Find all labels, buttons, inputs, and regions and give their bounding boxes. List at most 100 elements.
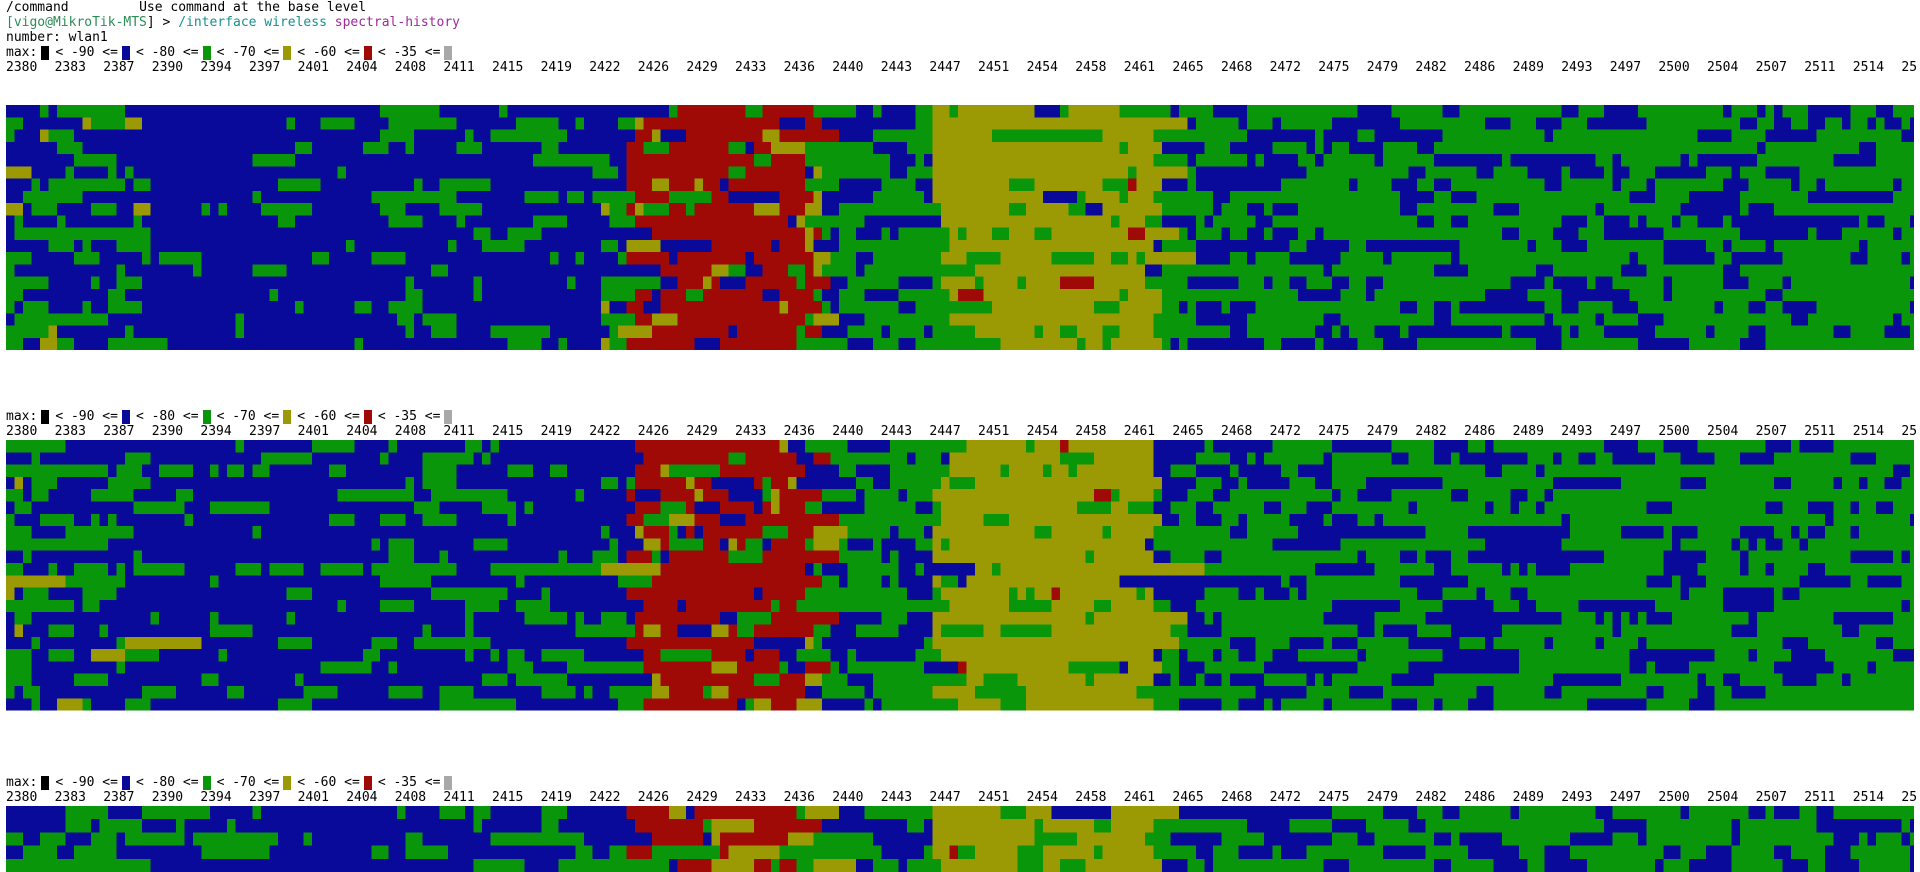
heatmap-cell-run [1757, 105, 1766, 118]
heatmap-cell-run [694, 203, 754, 216]
heatmap-cell-run [703, 538, 720, 552]
heatmap-cell-run [873, 129, 933, 143]
heatmap-cell-run [1595, 276, 1613, 290]
heatmap-cell-run [40, 337, 57, 350]
heatmap-cell-run [1017, 673, 1086, 687]
heatmap-cell-run [1765, 129, 1817, 143]
heatmap-cell-run [507, 227, 542, 241]
heatmap-cell-run [363, 337, 508, 350]
heatmap-cell-run [1068, 464, 1077, 478]
heatmap-cell-run [1638, 337, 1689, 350]
heatmap-cell-run [609, 301, 627, 314]
heatmap-cell-run [1349, 858, 1434, 872]
heatmap-cell-run [941, 276, 975, 290]
heatmap-cell-run [1612, 624, 1621, 638]
heatmap-cell-run [1561, 215, 1587, 228]
heatmap-cell-run [1272, 203, 1298, 216]
heatmap-cell-run [473, 649, 491, 662]
heatmap-cell-run [278, 636, 312, 650]
heatmap-cell-run [414, 636, 491, 650]
heatmap-cell-run [1884, 476, 1902, 490]
heatmap-cell-run [1077, 337, 1086, 350]
heatmap-cell-run [1825, 178, 1893, 192]
heatmap-cell-run [14, 612, 32, 625]
heatmap-cell-run [898, 489, 907, 502]
heatmap-cell-run [1230, 526, 1247, 539]
heatmap-cell-run [728, 550, 763, 564]
heatmap-cell-run [873, 141, 907, 155]
heatmap-cell-run [864, 313, 950, 326]
heatmap-cell-run [1604, 612, 1613, 625]
heatmap-cell-run [881, 538, 916, 552]
heatmap-cell-run [1434, 264, 1468, 277]
heatmap-cell-run [686, 501, 695, 515]
heatmap-cell-run [1119, 575, 1281, 589]
heatmap-cell-run [1706, 325, 1715, 339]
heatmap-cell-run [1017, 845, 1043, 860]
heatmap-cell-run [31, 178, 40, 192]
heatmap-cell-run [805, 276, 831, 290]
heatmap-cell-run [448, 264, 661, 277]
heatmap-cell-run [779, 649, 797, 662]
heatmap-cell-run [1502, 624, 1613, 638]
heatmap-cell-run [159, 252, 202, 265]
heatmap-cell-run [558, 252, 576, 265]
heatmap-cell-run [1170, 832, 1222, 847]
heatmap-cell-run [873, 252, 941, 265]
heatmap-cell-run [932, 178, 1009, 192]
heatmap-cell-run [1323, 452, 1332, 466]
heatmap-cell-run [1451, 563, 1502, 576]
heatmap-cell-run [1323, 698, 1332, 711]
heatmap-cell-run [1400, 190, 1434, 204]
frequency-tick-label: 2511 [1804, 424, 1836, 439]
prompt-line[interactable]: [vigo@MikroTik-MTS] > /interface wireles… [6, 15, 460, 31]
heatmap-cell-run [1170, 337, 1179, 350]
heatmap-cell-run [1493, 698, 1587, 711]
heatmap-cell-run [1357, 129, 1375, 143]
heatmap-cell-run [1850, 452, 1876, 466]
heatmap-cell-run [1595, 636, 1604, 650]
heatmap-cell-run [601, 313, 635, 326]
heatmap-cell-run [1026, 686, 1137, 699]
heatmap-cell-run [1102, 337, 1111, 350]
heatmap-cell-run [813, 636, 822, 650]
heatmap-cell-run [1170, 550, 1205, 564]
frequency-axis: 2380 2383 2387 2390 2394 2397 2401 2404 2408 2411… [0, 60, 1920, 76]
heatmap-cell-run [465, 215, 533, 228]
heatmap-cell-run [720, 337, 797, 350]
heatmap-cell-run [711, 686, 729, 699]
heatmap-cell-run [184, 563, 236, 576]
heatmap-cell-run [1383, 154, 1434, 167]
heatmap-cell-run [507, 489, 576, 502]
heatmap-cell-run [150, 252, 159, 265]
heatmap-cell-run [839, 464, 856, 478]
heatmap-cell-run [907, 858, 941, 872]
heatmap-cell-run [1196, 239, 1290, 253]
frequency-tick-label: 2497 [1609, 790, 1642, 805]
frequency-tick-label: 2390 [151, 790, 184, 805]
heatmap-cell-run [448, 239, 457, 253]
heatmap-cell-run [116, 464, 142, 478]
heatmap-cell-run [941, 252, 967, 265]
heatmap-cell-run [1740, 550, 1749, 564]
heatmap-cell-run [1825, 526, 1851, 539]
heatmap-cell-run [1910, 832, 1914, 847]
heatmap-cell-run [643, 526, 669, 539]
heatmap-cell-run [1298, 649, 1358, 662]
heatmap-cell-run [584, 686, 593, 699]
heatmap-cell-run [1561, 538, 1672, 552]
heatmap-cell-run [720, 845, 729, 860]
heatmap-cell-run [1179, 673, 1196, 687]
heatmap-cell-run [1196, 476, 1222, 490]
heatmap-cell-run [1187, 612, 1205, 625]
heatmap-cell-run [1536, 264, 1553, 277]
heatmap-cell-run [48, 489, 91, 502]
legend-swatch [363, 46, 372, 60]
heatmap-cell-run [618, 538, 644, 552]
heatmap-cell-run [14, 215, 23, 228]
heatmap-cell-run [431, 587, 508, 601]
heatmap-cell-run [1332, 832, 1358, 847]
heatmap-cell-run [660, 489, 695, 502]
heatmap-cell-run [1196, 845, 1213, 860]
heatmap-cell-run [652, 129, 661, 143]
